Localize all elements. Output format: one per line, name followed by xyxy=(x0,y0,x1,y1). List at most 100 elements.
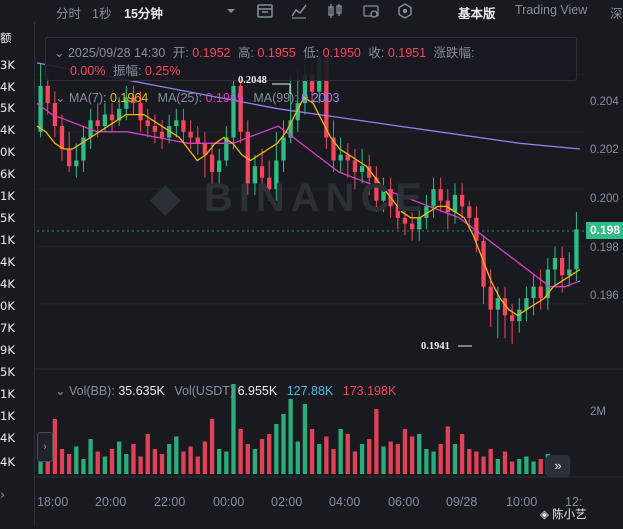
candle-body xyxy=(359,166,365,172)
volume-bar xyxy=(345,434,350,474)
volume-bar xyxy=(181,451,186,474)
ma-chevron-icon[interactable]: ⌄ xyxy=(55,91,66,105)
volume-bar xyxy=(159,454,165,474)
panel-collapse-button[interactable]: › xyxy=(37,432,53,462)
volume-bar xyxy=(445,426,450,474)
current-price-label: 0.198 xyxy=(586,222,623,239)
indicators-icon[interactable] xyxy=(290,2,308,20)
candle-body xyxy=(538,286,543,299)
sidebar-label: 0K xyxy=(0,299,15,313)
collapse-chevron-icon[interactable]: ⌄ xyxy=(54,46,65,60)
volume-bar xyxy=(388,441,393,474)
volume-bar xyxy=(138,456,143,474)
candle-body xyxy=(38,85,43,132)
candle-body xyxy=(245,131,250,184)
ma7-value: 0.1964 xyxy=(109,91,149,105)
candle-body xyxy=(202,143,208,155)
scroll-to-latest-button[interactable]: » xyxy=(546,455,570,477)
sidebar-label: 4K xyxy=(0,431,15,445)
candle-body xyxy=(188,131,193,138)
interval-tab-timeline[interactable]: 分时 xyxy=(56,7,82,21)
volume-bar xyxy=(324,436,329,474)
vol-ma-value-1: 127.88K xyxy=(286,384,334,398)
candle-body xyxy=(102,114,108,127)
candle-body xyxy=(417,217,422,230)
view-depth-tab[interactable]: 深 xyxy=(610,7,623,21)
candle-body xyxy=(531,286,536,299)
ma7-label: MA(7): xyxy=(68,91,107,105)
volume-bar xyxy=(302,404,308,474)
hexagon-settings-icon[interactable] xyxy=(396,2,414,20)
view-basic-tab[interactable]: 基本版 xyxy=(458,7,496,21)
volume-bar xyxy=(459,434,465,474)
candle-body xyxy=(381,189,386,201)
sidebar-label: 1K xyxy=(0,189,15,203)
volume-legend: ⌄ Vol(BB): 35.635K Vol(USDT) 6.955K 127.… xyxy=(55,383,396,398)
candle-body xyxy=(452,194,458,213)
volume-bar xyxy=(52,419,58,474)
candle-style-icon[interactable] xyxy=(326,2,344,20)
volume-bar xyxy=(288,399,293,474)
volume-bar xyxy=(95,451,100,474)
ma7-line xyxy=(36,96,581,317)
volume-bar xyxy=(431,451,436,474)
candle-body xyxy=(81,137,86,161)
volume-bar xyxy=(224,451,229,474)
volume-bar xyxy=(531,461,536,474)
volume-bar xyxy=(538,459,543,474)
candle-body xyxy=(409,223,415,230)
calendar-icon[interactable] xyxy=(256,2,274,20)
candle-body xyxy=(45,85,50,104)
candle-body xyxy=(509,315,515,322)
vol-chevron-icon[interactable]: ⌄ xyxy=(55,384,66,398)
change-label: 涨跌幅: xyxy=(433,46,475,60)
chart-settings-icon[interactable] xyxy=(362,2,380,20)
sidebar-expand-icon[interactable]: › xyxy=(0,488,6,503)
interval-dropdown-icon[interactable] xyxy=(222,2,240,20)
volume-bar xyxy=(209,419,215,474)
ma25-label: MA(25): xyxy=(157,91,203,105)
volume-bar xyxy=(495,459,500,474)
vol-usdt-value: 6.955K xyxy=(237,384,278,398)
ma99-value: 0.2003 xyxy=(301,91,340,105)
view-tradingview-tab[interactable]: Trading View xyxy=(515,3,588,17)
brand-watermark: ◆ BINANCE xyxy=(150,176,429,220)
candle-body xyxy=(309,74,315,92)
high-label: 高: xyxy=(237,46,254,60)
volume-bar xyxy=(309,429,315,474)
volume-bar xyxy=(124,454,129,474)
time-tick: 04:00 xyxy=(329,495,361,509)
volume-bar xyxy=(417,434,422,474)
candle-body xyxy=(431,189,436,207)
candle-body xyxy=(195,137,200,144)
volume-bar xyxy=(488,449,493,474)
vol-bb-value: 35.635K xyxy=(118,384,165,398)
candle-body xyxy=(552,258,558,270)
volume-bar xyxy=(474,451,479,474)
change-value: 0.00% xyxy=(70,64,106,78)
candle-body xyxy=(367,166,372,178)
interval-tab-15m[interactable]: 15分钟 xyxy=(124,7,163,21)
sidebar-label: 6K xyxy=(0,167,15,181)
amplitude-value: 0.25% xyxy=(144,64,181,78)
close-value: 0.1951 xyxy=(387,46,427,60)
high-value: 0.1955 xyxy=(257,46,296,60)
volume-bar xyxy=(59,449,65,474)
volume-bar xyxy=(217,449,222,474)
candle-body xyxy=(152,126,158,132)
volume-bar xyxy=(238,429,243,474)
volume-sidebar: 额 3K 4K 5K 4K 0K 6K 1K 5K 1K 4K 4K 0K 7K… xyxy=(0,22,35,527)
interval-tab-1s[interactable]: 1秒 xyxy=(92,7,112,21)
candle-body xyxy=(167,126,172,138)
ma25-line xyxy=(36,102,581,288)
candle-body xyxy=(402,217,408,224)
volume-bar xyxy=(424,449,429,474)
volume-bar xyxy=(195,456,200,474)
candle-body xyxy=(424,206,429,218)
low-value: 0.1950 xyxy=(322,46,361,60)
volume-bar xyxy=(374,409,379,474)
ohlc-line: ⌄ 2025/09/28 14:30 开: 0.1952 高: 0.1955 低… xyxy=(54,42,475,61)
chart-toolbar: 分时 1秒 15分钟 基本版 Trading View 深 xyxy=(0,0,623,22)
sidebar-label: 5K xyxy=(0,365,15,379)
candle-body xyxy=(495,298,500,310)
